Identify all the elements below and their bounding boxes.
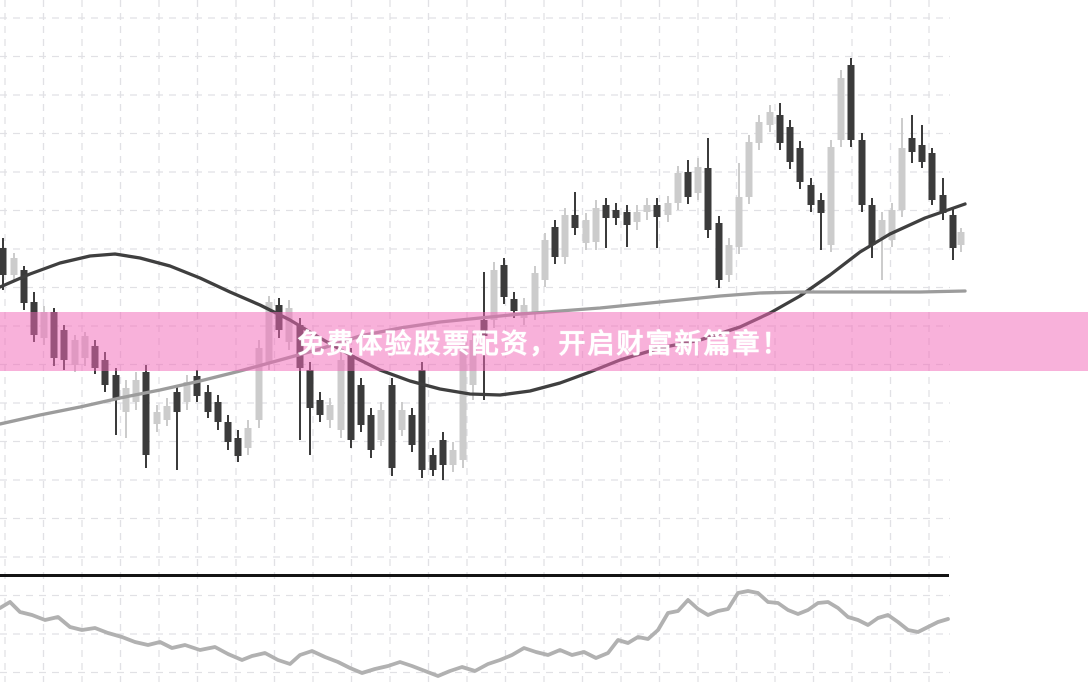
promo-banner[interactable]: 免费体验股票配资，开启财富新篇章！ bbox=[0, 312, 1088, 371]
indicator-line bbox=[0, 589, 950, 678]
candle-series bbox=[0, 58, 965, 480]
ma-dark bbox=[0, 202, 967, 397]
promo-banner-text: 免费体验股票配资，开启财富新篇章！ bbox=[297, 329, 791, 360]
